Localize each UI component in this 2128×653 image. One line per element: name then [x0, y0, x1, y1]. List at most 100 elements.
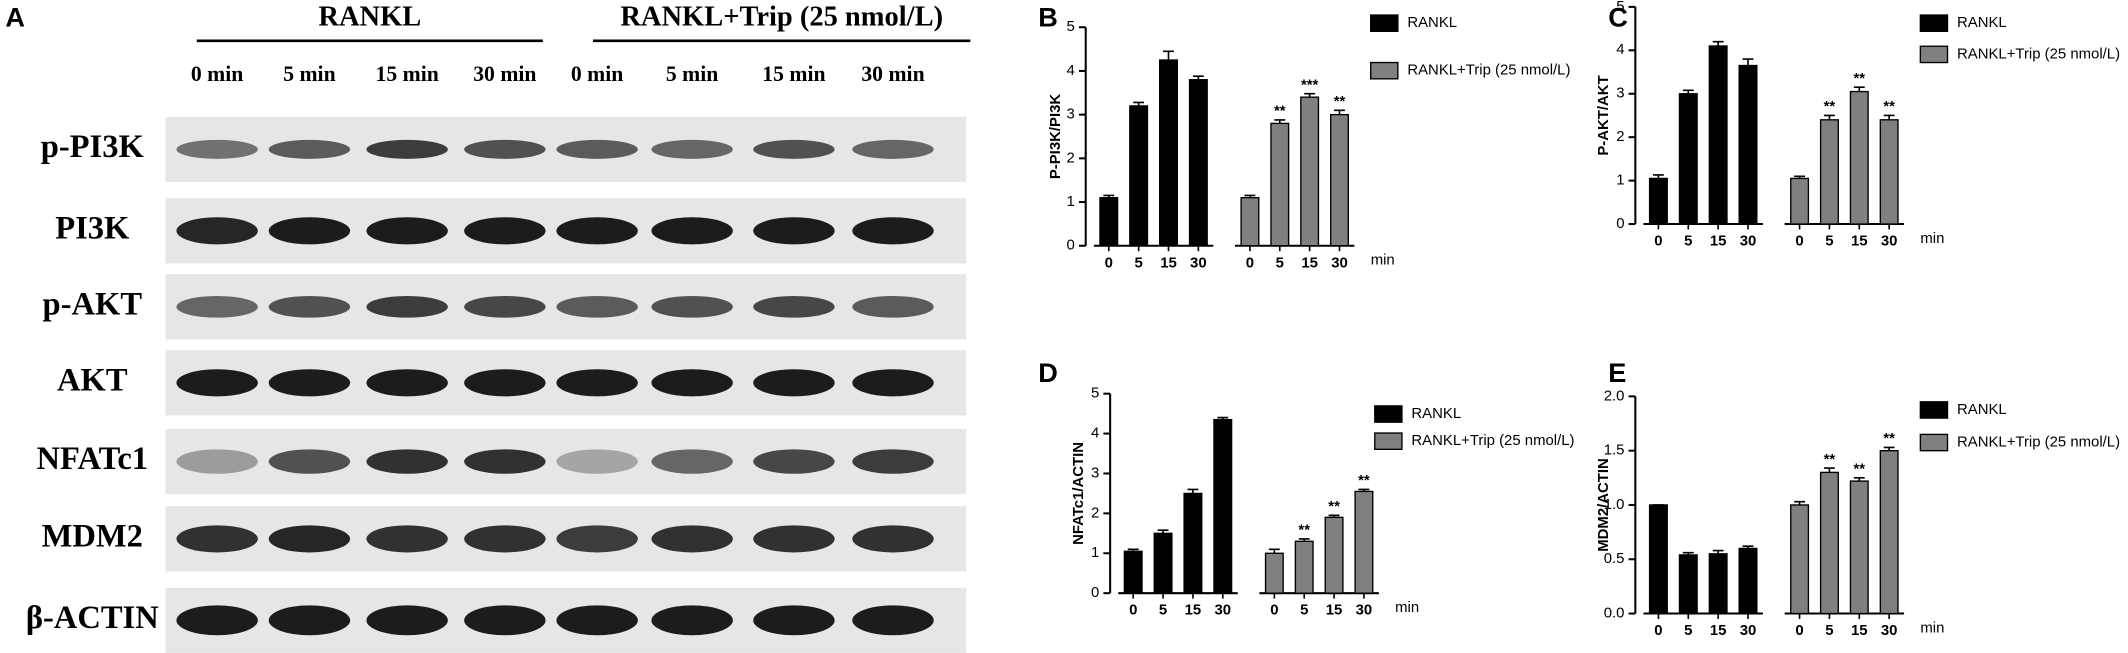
- significance: **: [1328, 498, 1340, 515]
- error-bar: [1712, 40, 1724, 46]
- bar: [1159, 59, 1178, 247]
- y-tick-label: 1: [1067, 193, 1075, 210]
- legend-label: RANKL+Trip (25 nmol/L): [1957, 433, 2120, 450]
- blot-band: [464, 605, 546, 636]
- bar: [1738, 64, 1758, 225]
- x-tick-label: 5: [1684, 233, 1692, 250]
- blot-band: [176, 369, 258, 397]
- bar: [1879, 119, 1899, 225]
- blot-band: [852, 295, 934, 318]
- x-unit: min: [1920, 230, 1944, 247]
- error-bar: [1328, 514, 1340, 518]
- blot-band: [753, 605, 835, 636]
- y-tick-label: 0: [1091, 584, 1099, 601]
- bar: [1849, 480, 1869, 615]
- blot-band: [753, 295, 835, 318]
- bar: [1648, 177, 1668, 225]
- y-tick-label: 1: [1091, 544, 1099, 561]
- blot-band: [366, 217, 448, 245]
- lane-label: 30 min: [473, 62, 536, 86]
- blot-band: [366, 605, 448, 636]
- x-tick-label: 15: [1851, 622, 1868, 639]
- significance: **: [1298, 522, 1310, 539]
- blot-band: [268, 525, 351, 553]
- significance: **: [1853, 461, 1865, 478]
- y-tick-label: 0: [1067, 237, 1075, 254]
- x-unit: min: [1920, 619, 1944, 636]
- blot-band: [464, 525, 546, 553]
- blot-band: [464, 449, 546, 474]
- panel-letter: E: [1608, 357, 1626, 388]
- blot-band: [366, 295, 448, 318]
- y-tick-label: 3: [1067, 106, 1075, 123]
- bar: [1153, 532, 1173, 594]
- x-tick-label: 30: [1740, 622, 1757, 639]
- y-tick-label: 2.0: [1604, 387, 1625, 404]
- y-tick-label: 5: [1616, 0, 1624, 15]
- panel-letter: B: [1038, 1, 1058, 32]
- x-unit: min: [1395, 599, 1419, 616]
- bar: [1270, 122, 1290, 247]
- bar: [1790, 504, 1810, 615]
- error-bar: [1334, 109, 1345, 115]
- y-tick-label: 1.0: [1604, 496, 1625, 513]
- x-tick-label: 0: [1270, 602, 1278, 619]
- error-bar: [1794, 175, 1805, 179]
- bar: [1790, 177, 1810, 225]
- blot-band: [852, 605, 934, 636]
- x-tick-label: 15: [1851, 233, 1868, 250]
- blot-band: [464, 139, 546, 159]
- error-bar: [1794, 500, 1805, 505]
- significance: **: [1358, 472, 1370, 489]
- x-tick-label: 0: [1795, 233, 1803, 250]
- error-bar: [1244, 194, 1256, 198]
- x-tick-label: 5: [1825, 233, 1833, 250]
- legend-label: RANKL: [1957, 14, 2007, 31]
- error-bar: [1304, 92, 1316, 98]
- error-bar: [1883, 446, 1895, 451]
- bar: [1264, 552, 1284, 594]
- significance: **: [1824, 451, 1836, 468]
- blot-band: [268, 295, 351, 318]
- error-bar: [1742, 545, 1754, 549]
- y-tick-label: 4: [1067, 62, 1075, 79]
- error-bar: [1853, 86, 1865, 92]
- blot-band: [366, 139, 448, 159]
- error-bar: [1712, 549, 1724, 554]
- bar: [1294, 540, 1314, 594]
- error-bar: [1192, 75, 1204, 80]
- y-tick-label: 2: [1091, 504, 1099, 521]
- row-label: NFATc1: [37, 441, 149, 477]
- x-tick-label: 0: [1795, 622, 1803, 639]
- legend-swatch: [1374, 432, 1403, 450]
- blot-band: [556, 605, 638, 636]
- row-label: p-AKT: [43, 286, 143, 322]
- legend-label: RANKL: [1411, 405, 1461, 422]
- panel-letter: A: [5, 1, 25, 32]
- significance: **: [1274, 103, 1286, 120]
- error-bar: [1358, 488, 1370, 492]
- significance: **: [1883, 98, 1895, 115]
- y-tick-label: 5: [1091, 385, 1099, 402]
- x-unit: min: [1371, 252, 1395, 269]
- bar: [1678, 93, 1698, 225]
- blot-band: [556, 449, 638, 474]
- significance: **: [1853, 70, 1865, 87]
- x-tick-label: 15: [1185, 602, 1202, 619]
- lane-label: 15 min: [762, 62, 825, 86]
- error-bar: [1298, 538, 1310, 542]
- error-bar: [1853, 477, 1865, 482]
- blot-band: [556, 295, 638, 318]
- blot-band: [176, 217, 258, 245]
- lane-label: 5 min: [666, 62, 718, 86]
- blot-band: [651, 449, 733, 474]
- x-tick-label: 15: [1710, 233, 1727, 250]
- blot-band: [753, 369, 835, 397]
- bar: [1330, 113, 1349, 247]
- blot-band: [753, 525, 835, 553]
- bar: [1213, 418, 1233, 594]
- blot-band: [556, 369, 638, 397]
- bar: [1738, 547, 1758, 615]
- blot-band: [852, 139, 934, 159]
- y-tick-label: 2: [1616, 128, 1624, 145]
